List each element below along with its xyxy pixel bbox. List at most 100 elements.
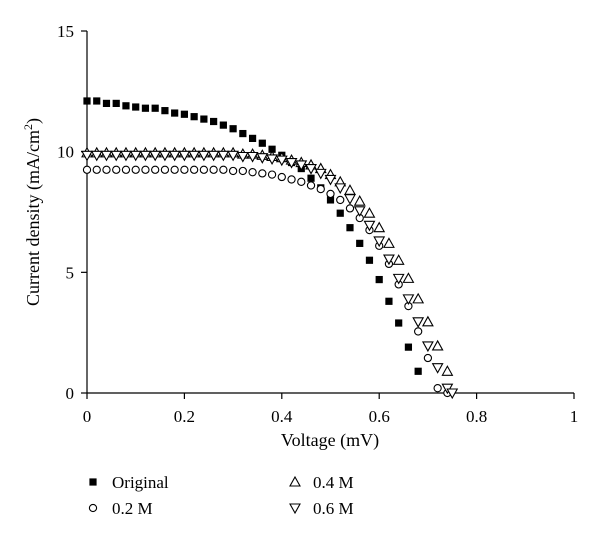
y-axis-label-tail: ) bbox=[23, 118, 44, 124]
data-point bbox=[246, 151, 259, 163]
data-point bbox=[256, 153, 269, 164]
data-point bbox=[363, 207, 376, 218]
data-point bbox=[189, 165, 199, 174]
legend-label: Original bbox=[112, 473, 169, 492]
x-tick-label: 1 bbox=[570, 407, 579, 426]
data-point bbox=[433, 384, 442, 393]
data-point bbox=[141, 104, 150, 112]
data-point bbox=[209, 165, 218, 174]
data-point bbox=[151, 165, 160, 174]
data-point bbox=[122, 102, 130, 110]
data-point bbox=[207, 150, 220, 162]
data-point bbox=[227, 150, 240, 162]
data-point bbox=[324, 174, 337, 186]
y-axis-label-main: Current density (mA/cm bbox=[23, 130, 44, 306]
data-point bbox=[210, 117, 218, 126]
data-point bbox=[102, 99, 111, 107]
series-original bbox=[83, 97, 422, 375]
legend: Original 0.2 M 0.4 M 0.6 M bbox=[88, 473, 354, 518]
data-point bbox=[171, 109, 179, 117]
data-point bbox=[373, 221, 386, 233]
data-point bbox=[151, 104, 159, 112]
data-point bbox=[307, 174, 315, 182]
x-tick-label: 0 bbox=[83, 407, 92, 426]
data-point bbox=[248, 134, 257, 142]
data-point bbox=[344, 184, 356, 195]
data-point bbox=[121, 165, 131, 174]
data-point bbox=[110, 150, 123, 162]
x-tick-label: 0.4 bbox=[271, 407, 293, 426]
data-point bbox=[90, 150, 103, 162]
data-point bbox=[334, 183, 347, 194]
data-point bbox=[228, 166, 238, 176]
x-tick-label: 0.6 bbox=[369, 407, 390, 426]
data-point bbox=[100, 150, 113, 162]
y-axis-label-superscript: 2 bbox=[21, 124, 35, 130]
data-point bbox=[414, 367, 422, 375]
data-point bbox=[258, 169, 267, 178]
data-point bbox=[267, 170, 277, 179]
data-point bbox=[139, 150, 152, 162]
data-point bbox=[375, 275, 383, 284]
data-point bbox=[385, 297, 393, 305]
data-point bbox=[188, 150, 201, 162]
legend-marker bbox=[89, 478, 97, 486]
data-point bbox=[277, 172, 286, 182]
plot-marks bbox=[81, 97, 459, 400]
data-point bbox=[219, 121, 227, 129]
data-point bbox=[190, 113, 198, 121]
data-point bbox=[353, 206, 366, 217]
data-point bbox=[219, 165, 228, 174]
data-point bbox=[197, 150, 210, 162]
data-point bbox=[180, 165, 189, 174]
x-axis-label: Voltage (mV) bbox=[281, 430, 379, 451]
data-point bbox=[363, 220, 376, 232]
data-point bbox=[229, 125, 237, 133]
data-point bbox=[297, 177, 306, 186]
data-point bbox=[392, 254, 405, 265]
data-point bbox=[238, 166, 247, 176]
data-point bbox=[266, 154, 278, 166]
data-point bbox=[178, 150, 191, 162]
data-point bbox=[199, 165, 209, 174]
data-point bbox=[131, 165, 140, 174]
data-point bbox=[344, 194, 356, 205]
data-point bbox=[431, 339, 444, 351]
data-point bbox=[258, 139, 266, 147]
data-point bbox=[160, 165, 170, 174]
data-point bbox=[314, 168, 327, 180]
data-point bbox=[365, 256, 374, 264]
data-point bbox=[346, 224, 354, 232]
data-point bbox=[217, 150, 230, 162]
y-axis-label: Current density (mA/cm2) bbox=[21, 118, 44, 306]
y-tick-label: 10 bbox=[57, 143, 74, 162]
legend-marker bbox=[289, 503, 301, 515]
data-point bbox=[402, 294, 415, 306]
data-point bbox=[158, 150, 171, 162]
data-point bbox=[326, 189, 335, 199]
data-point bbox=[92, 165, 101, 174]
data-point bbox=[112, 165, 121, 174]
data-point bbox=[373, 236, 386, 248]
data-point bbox=[285, 157, 298, 169]
data-point bbox=[392, 273, 405, 285]
y-tick-label: 0 bbox=[66, 384, 75, 403]
data-point bbox=[112, 99, 120, 107]
legend-marker bbox=[88, 503, 98, 513]
data-point bbox=[423, 353, 433, 363]
data-point bbox=[200, 115, 208, 123]
data-point bbox=[129, 150, 142, 162]
data-point bbox=[248, 168, 257, 177]
data-point bbox=[236, 151, 249, 163]
data-point bbox=[239, 129, 247, 138]
x-tick-label: 0.8 bbox=[466, 407, 487, 426]
data-point bbox=[305, 164, 317, 175]
data-point bbox=[180, 110, 188, 118]
series-0-2-m bbox=[82, 165, 452, 398]
data-point bbox=[336, 195, 345, 205]
series-0-4-m bbox=[81, 146, 454, 376]
data-point bbox=[102, 165, 111, 174]
data-point bbox=[421, 315, 434, 327]
